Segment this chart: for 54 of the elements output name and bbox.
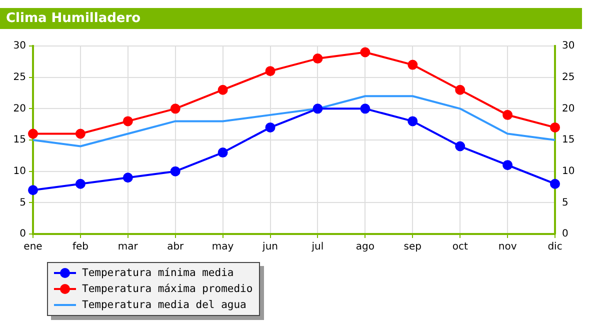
x-tick-label: feb (72, 242, 88, 253)
point (170, 166, 180, 176)
point (550, 178, 560, 189)
x-tick-label: dic (548, 242, 562, 253)
y2-tick-label: 20 (562, 103, 575, 114)
point (218, 148, 228, 158)
point (265, 122, 276, 132)
y-tick-label: 20 (13, 103, 26, 114)
point (75, 128, 86, 139)
y-tick-label: 0 (20, 228, 26, 240)
x-tick-label: oct (452, 242, 468, 253)
legend-label: Temperatura media del agua (82, 299, 246, 311)
point (28, 128, 38, 139)
x-tick-label: abr (167, 242, 185, 253)
y2-tick-label: 0 (562, 228, 568, 240)
point (408, 116, 418, 126)
point (502, 110, 513, 120)
point (360, 47, 370, 58)
legend-label: Temperatura mínima media (82, 267, 234, 279)
y-tick-label: 25 (13, 72, 26, 83)
y-tick-label: 15 (13, 134, 26, 146)
y2-tick-label: 25 (562, 72, 575, 83)
y2-tick-label: 15 (562, 134, 575, 146)
point (455, 84, 466, 95)
x-tick-label: sep (404, 242, 422, 253)
point (408, 60, 418, 70)
y2-tick-label: 30 (562, 40, 575, 52)
point (502, 160, 513, 170)
x-tick-label: jun (262, 242, 278, 253)
point (218, 84, 228, 95)
point (122, 116, 133, 126)
x-tick-label: may (212, 242, 234, 253)
point (122, 172, 133, 183)
point (455, 141, 466, 152)
x-tick-label: ago (356, 242, 374, 253)
x-tick-label: jul (310, 242, 324, 253)
x-tick-label: ene (24, 242, 42, 253)
point (550, 122, 560, 132)
point (312, 104, 323, 114)
legend-label: Temperatura máxima promedio (82, 283, 253, 295)
chart-title: Clima Humilladero (0, 8, 582, 29)
y-tick-label: 5 (20, 197, 26, 208)
point (28, 185, 38, 196)
y2-tick-label: 10 (562, 166, 575, 177)
x-tick-label: mar (118, 242, 139, 253)
y-tick-label: 30 (13, 40, 26, 52)
y-tick-label: 10 (13, 166, 26, 177)
point (75, 178, 86, 189)
point (312, 54, 323, 64)
x-tick-label: nov (498, 242, 517, 253)
point (265, 66, 276, 76)
point (170, 104, 180, 114)
point (360, 104, 370, 114)
y2-tick-label: 5 (562, 197, 568, 208)
